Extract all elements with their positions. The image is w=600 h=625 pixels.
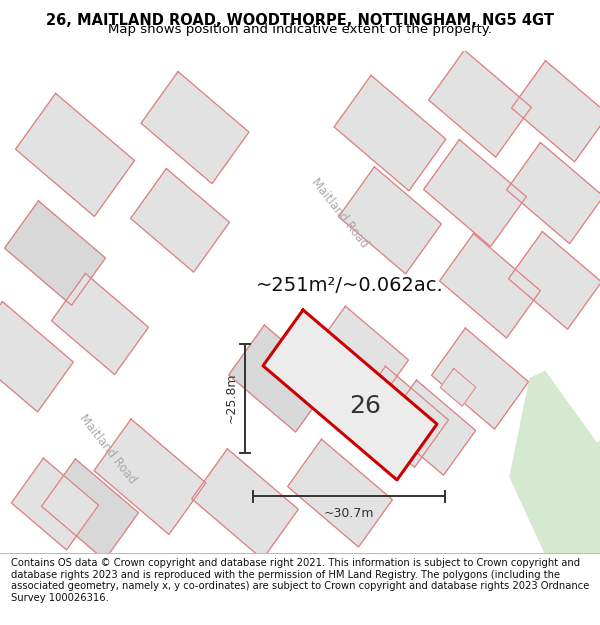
Polygon shape (311, 306, 409, 408)
Polygon shape (141, 72, 249, 184)
Text: Map shows position and indicative extent of the property.: Map shows position and indicative extent… (108, 23, 492, 36)
Polygon shape (52, 274, 148, 374)
Polygon shape (385, 380, 476, 475)
Text: 26, MAITLAND ROAD, WOODTHORPE, NOTTINGHAM, NG5 4GT: 26, MAITLAND ROAD, WOODTHORPE, NOTTINGHA… (46, 12, 554, 28)
Polygon shape (424, 139, 526, 247)
Polygon shape (5, 201, 106, 305)
Polygon shape (131, 169, 229, 272)
Polygon shape (307, 0, 600, 442)
Polygon shape (263, 310, 437, 480)
Polygon shape (509, 231, 600, 329)
Polygon shape (352, 366, 448, 468)
Polygon shape (428, 50, 532, 157)
Polygon shape (0, 302, 73, 412)
Polygon shape (41, 459, 139, 560)
Polygon shape (440, 234, 541, 338)
Polygon shape (510, 346, 600, 553)
Polygon shape (440, 368, 476, 406)
Polygon shape (229, 325, 331, 432)
Text: 26: 26 (349, 394, 381, 418)
Polygon shape (512, 61, 600, 162)
Text: ~30.7m: ~30.7m (324, 508, 374, 520)
Text: ~25.8m: ~25.8m (225, 373, 238, 424)
Text: Maitland Road: Maitland Road (309, 176, 371, 250)
Polygon shape (287, 439, 392, 547)
Polygon shape (506, 142, 600, 244)
Polygon shape (0, 21, 100, 584)
Text: ~251m²/~0.062ac.: ~251m²/~0.062ac. (256, 276, 444, 296)
Polygon shape (16, 93, 134, 216)
Polygon shape (338, 167, 442, 274)
Text: Contains OS data © Crown copyright and database right 2021. This information is : Contains OS data © Crown copyright and d… (11, 558, 589, 603)
Polygon shape (191, 449, 298, 559)
Polygon shape (94, 419, 206, 534)
Polygon shape (334, 76, 446, 191)
Polygon shape (431, 328, 529, 429)
Text: Maitland Road: Maitland Road (77, 412, 139, 487)
Polygon shape (11, 458, 98, 550)
